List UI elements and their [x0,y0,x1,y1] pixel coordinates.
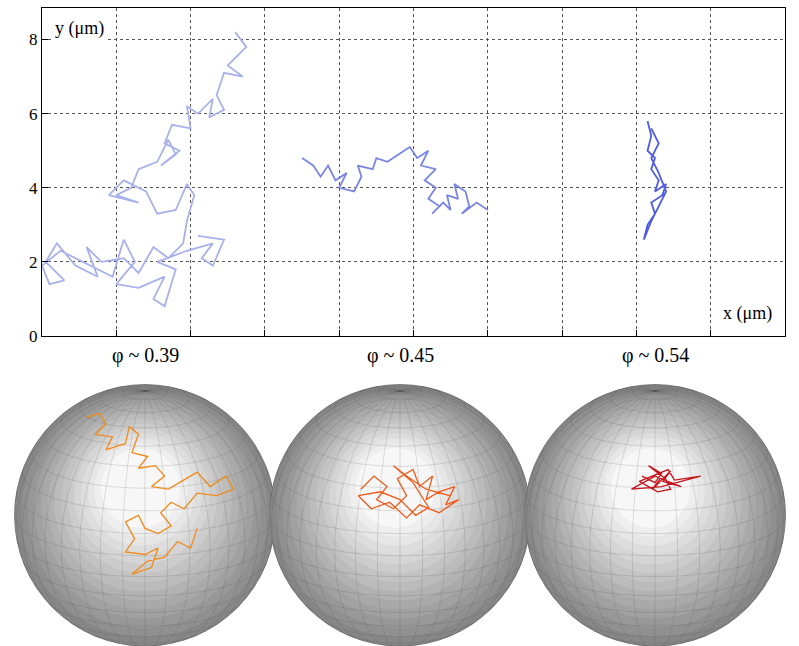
svg-text:6: 6 [29,105,38,124]
svg-text:x (μm): x (μm) [723,303,772,324]
svg-text:8: 8 [29,30,38,49]
svg-text:φ ~ 0.45: φ ~ 0.45 [367,344,434,367]
svg-text:φ ~ 0.54: φ ~ 0.54 [622,344,689,367]
svg-text:0: 0 [29,327,38,346]
svg-text:2: 2 [29,253,38,272]
svg-text:4: 4 [29,179,38,198]
svg-text:y (μm): y (μm) [55,18,104,39]
svg-text:φ ~ 0.39: φ ~ 0.39 [112,344,179,367]
